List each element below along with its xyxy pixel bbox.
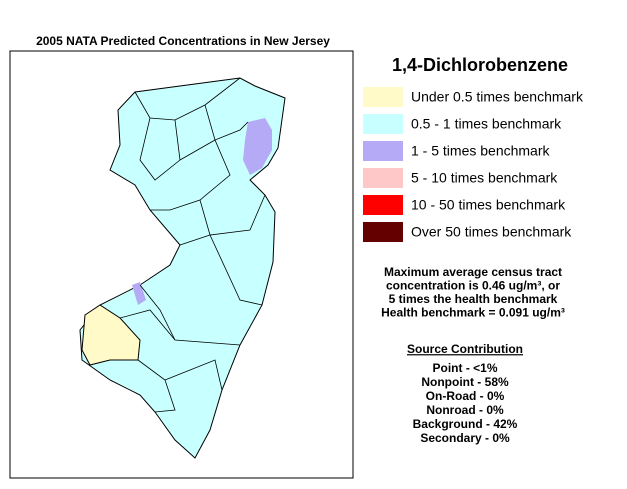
- note-line: Health benchmark = 0.091 ug/m³: [381, 306, 565, 320]
- source-line: Nonpoint - 58%: [421, 375, 509, 389]
- legend: Under 0.5 times benchmark 0.5 - 1 times b…: [363, 87, 584, 242]
- legend-swatch: [363, 195, 403, 215]
- legend-label: 5 - 10 times benchmark: [411, 170, 558, 186]
- state-map: [79, 77, 286, 459]
- high-region: [132, 282, 146, 305]
- legend-swatch: [363, 141, 403, 161]
- source-line: Nonroad - 0%: [426, 403, 504, 417]
- note: Maximum average census tractconcentratio…: [381, 265, 565, 320]
- note-line: 5 times the health benchmark: [389, 292, 558, 306]
- source-line: Secondary - 0%: [420, 431, 510, 445]
- legend-swatch: [363, 114, 403, 134]
- source-heading: Source Contribution: [407, 342, 523, 356]
- source-line: On-Road - 0%: [426, 389, 505, 403]
- source-list: Point - <1%Nonpoint - 58%On-Road - 0%Non…: [413, 361, 518, 445]
- high-region: [243, 118, 272, 175]
- pollutant-name: 1,4-Dichlorobenzene: [392, 55, 568, 75]
- legend-swatch: [363, 168, 403, 188]
- legend-label: Over 50 times benchmark: [411, 224, 572, 240]
- legend-label: Under 0.5 times benchmark: [411, 89, 584, 105]
- map-title: 2005 NATA Predicted Concentrations in Ne…: [36, 34, 330, 48]
- legend-swatch: [363, 222, 403, 242]
- legend-label: 0.5 - 1 times benchmark: [411, 116, 562, 132]
- legend-swatch: [363, 87, 403, 107]
- source-line: Point - <1%: [432, 361, 497, 375]
- county-lines: [119, 77, 266, 413]
- source-line: Background - 42%: [413, 417, 518, 431]
- note-line: concentration is 0.46 ug/m³, or: [386, 279, 560, 293]
- legend-label: 1 - 5 times benchmark: [411, 143, 550, 159]
- legend-label: 10 - 50 times benchmark: [411, 197, 566, 213]
- note-line: Maximum average census tract: [384, 265, 562, 279]
